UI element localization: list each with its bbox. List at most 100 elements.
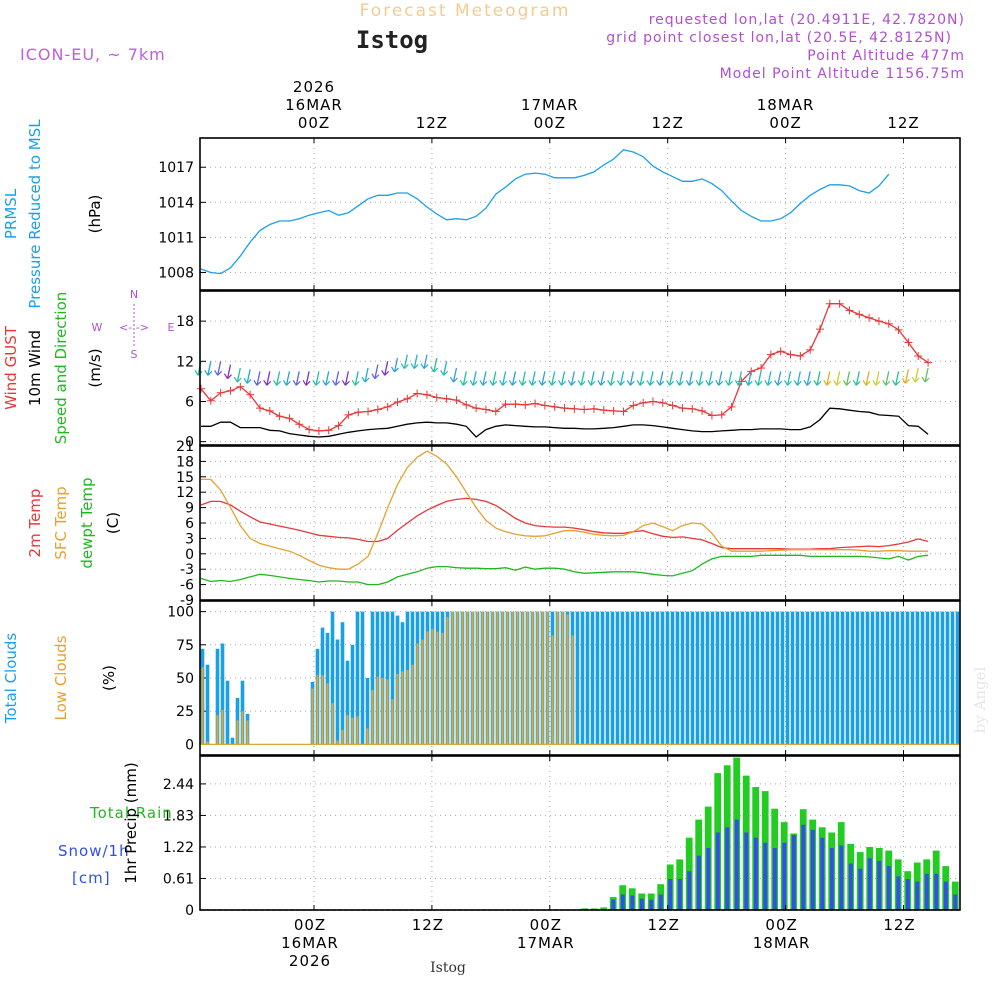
wind-arrow-head: [803, 380, 812, 386]
wind-arrow-head: [754, 380, 763, 386]
time-label-top: 00Z: [769, 114, 801, 132]
bar-snow-1h: [630, 895, 635, 910]
wind-arrow: [649, 371, 654, 386]
wind-arrow: [315, 371, 320, 386]
bar-total-clouds: [650, 611, 655, 745]
bar-total-clouds: [860, 611, 865, 745]
gust-marker: [432, 393, 441, 402]
wind-arrow-head: [371, 373, 380, 380]
gust-marker: [354, 408, 363, 417]
bar-low-clouds: [516, 611, 519, 745]
gust-marker: [364, 407, 373, 416]
gust-marker: [924, 358, 933, 367]
panel-label-0: Total Clouds: [2, 633, 20, 725]
wind-arrow: [256, 371, 261, 386]
bar-total-clouds: [390, 611, 395, 745]
wind-arrow-head: [322, 380, 331, 386]
bar-snow-1h: [696, 855, 701, 910]
gust-marker: [599, 406, 608, 415]
bar-snow-1h: [725, 827, 730, 910]
wind-arrow: [295, 371, 300, 386]
y-tick-label: -9: [180, 593, 194, 609]
panel-4: 0 25 50 75 100 Total Clouds Low Clouds (%): [2, 600, 961, 756]
panel-label-2: [cm]: [72, 869, 111, 887]
y-tick-label: 15: [176, 470, 194, 486]
gust-marker: [216, 388, 225, 397]
y-tick-label: 25: [176, 704, 194, 720]
bar-snow-1h: [801, 824, 806, 910]
bar-low-clouds: [506, 611, 509, 745]
wind-arrow: [393, 357, 399, 373]
bar-low-clouds: [376, 676, 379, 745]
wind-arrow-head: [351, 380, 360, 386]
y-tick-label: 3: [185, 531, 194, 547]
bar-total-clouds: [355, 611, 360, 745]
time-label-top: 12Z: [887, 114, 919, 132]
wind-arrow-head: [292, 380, 301, 386]
wind-arrow: [492, 371, 497, 386]
gust-marker: [531, 399, 540, 408]
bar-total-clouds: [770, 611, 775, 745]
y-tick-label: 12: [176, 354, 194, 370]
bar-low-clouds: [456, 611, 459, 745]
wind-arrow-head: [695, 380, 704, 386]
wind-arrow: [266, 371, 271, 386]
wind-arrow-head: [597, 380, 606, 386]
wind-arrow: [541, 371, 546, 386]
bar-low-clouds: [331, 703, 334, 745]
wind-arrow-head: [263, 380, 272, 386]
bar-snow-1h: [905, 879, 910, 910]
bar-low-clouds: [476, 611, 479, 745]
wind-arrow: [501, 371, 507, 386]
bar-low-clouds: [391, 699, 394, 745]
gust-marker: [334, 421, 343, 430]
time-label-top: 12Z: [652, 114, 684, 132]
wind-arrow-head: [734, 380, 743, 386]
wind-arrow-head: [548, 380, 557, 386]
bar-total-clouds: [870, 611, 875, 745]
y-tick-label: 0: [185, 737, 194, 753]
y-tick-label: 9: [185, 501, 194, 517]
wind-arrow: [885, 371, 890, 386]
bar-low-clouds: [486, 611, 489, 745]
gust-marker: [707, 411, 716, 420]
wind-arrow: [639, 371, 644, 386]
bar-snow-1h: [839, 845, 844, 910]
bar-total-clouds: [910, 611, 915, 745]
bar-low-clouds: [311, 688, 314, 745]
panel-label-2: dewpt Temp: [78, 477, 96, 568]
y-tick-label: 1017: [158, 160, 194, 176]
unit-label: (hPa): [86, 195, 104, 234]
wind-arrow: [678, 371, 684, 386]
wind-arrow: [570, 371, 575, 386]
wind-arrow: [217, 361, 222, 376]
bar-total-clouds: [900, 611, 905, 745]
wind-arrow-head: [911, 376, 920, 383]
wind-arrow-head: [705, 380, 714, 386]
gust-marker: [678, 404, 687, 413]
gust-marker: [481, 405, 490, 414]
wind-arrow: [521, 371, 526, 386]
gust-marker: [255, 404, 264, 413]
bar-total-clouds: [880, 611, 885, 745]
bar-total-clouds: [720, 611, 725, 745]
bar-low-clouds: [471, 611, 474, 745]
panel-label-2: Speed and Direction: [52, 292, 70, 445]
wind-arrow: [433, 357, 438, 373]
bar-low-clouds: [441, 632, 444, 745]
wind-arrow: [904, 369, 910, 384]
grid-coords: grid point closest lon,lat (20.5E, 42.81…: [606, 30, 952, 46]
bar-total-clouds: [695, 611, 700, 745]
bar-low-clouds: [451, 611, 454, 745]
wind-arrow-head: [626, 380, 635, 386]
bar-snow-1h: [782, 842, 787, 910]
unit-label: (C): [104, 512, 122, 534]
wind-arrow-head: [842, 380, 851, 386]
bar-low-clouds: [241, 711, 244, 745]
wind-arrow: [275, 371, 281, 386]
series-prmsl: [200, 148, 890, 275]
bar-total-clouds: [955, 611, 960, 745]
gust-marker: [226, 386, 235, 395]
